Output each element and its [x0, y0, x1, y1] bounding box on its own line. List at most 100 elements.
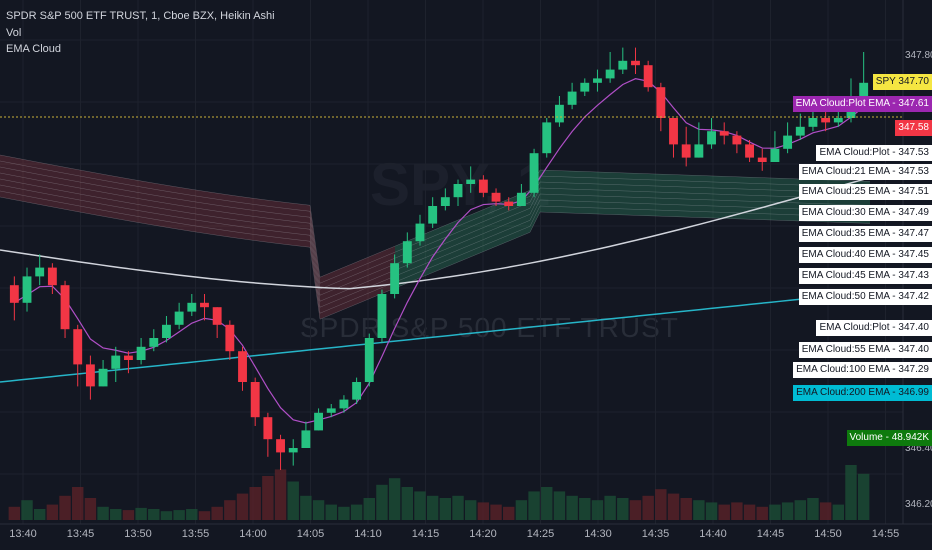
volume-bar	[515, 500, 528, 520]
ema-cloud-band	[395, 200, 870, 283]
ema-cloud-band	[395, 188, 870, 271]
candle-body	[732, 135, 742, 145]
volume-bar	[477, 502, 490, 520]
candle-body	[111, 355, 121, 369]
ema-cloud-band	[0, 191, 395, 320]
time-tick-label: 14:40	[699, 528, 727, 540]
volume-bar	[604, 495, 616, 520]
ema-cloud-line	[0, 190, 871, 314]
time-tick-label: 13:50	[124, 528, 152, 540]
ema-cloud-band	[395, 206, 870, 289]
ema-cloud-band	[0, 173, 395, 302]
price-tag: EMA Cloud:45 EMA - 347.43	[798, 268, 932, 284]
ema-cloud-legend[interactable]: EMA Cloud	[6, 43, 62, 55]
symbol-legend[interactable]: SPDR S&P 500 ETF TRUST, 1, Cboe BZX, Hei…	[6, 10, 275, 22]
volume-bar	[680, 498, 692, 520]
time-tick-label: 14:55	[871, 528, 900, 540]
candle-body	[162, 324, 171, 338]
candle-body	[187, 302, 197, 312]
price-tag: 347.58	[895, 120, 932, 136]
ema-cloud-line	[0, 184, 871, 308]
ema-cloud-band	[0, 179, 395, 308]
candle-body	[833, 118, 843, 123]
volume-bar	[667, 493, 680, 520]
volume-bar	[236, 493, 249, 520]
ema-cloud-band	[395, 170, 870, 253]
volume-bar	[503, 506, 515, 520]
candle-body	[364, 338, 374, 382]
volume-bar	[8, 506, 21, 520]
time-tick-label: 14:45	[756, 528, 785, 540]
candle-body	[288, 448, 298, 453]
candle-body	[402, 241, 412, 264]
candle-body	[631, 60, 640, 66]
candle-body	[22, 276, 32, 303]
candle-body	[352, 382, 362, 400]
volume-bar	[731, 502, 743, 520]
candle-body	[719, 131, 729, 136]
candle-body	[694, 144, 704, 158]
volume-bar	[325, 504, 337, 520]
candle-body	[149, 338, 159, 347]
volume-bar	[148, 509, 160, 520]
volume-legend[interactable]: Vol	[6, 26, 22, 39]
volume-bar	[173, 510, 185, 520]
volume-bar	[401, 487, 414, 520]
candle-body	[466, 179, 476, 184]
volume-bar	[135, 507, 147, 520]
ema-cloud-band	[395, 194, 870, 277]
time-tick-label: 14:50	[814, 528, 842, 540]
ema-cloud-band	[0, 185, 395, 314]
volume-bar	[300, 495, 312, 520]
volume-bar	[566, 495, 578, 520]
candle-body	[504, 201, 514, 206]
price-tag: EMA Cloud:Plot - 347.40	[816, 320, 932, 336]
candle-body	[516, 192, 526, 206]
volume-bar	[59, 495, 71, 520]
candle-body	[60, 285, 70, 330]
time-tick-label: 13:45	[66, 528, 95, 540]
price-tag: EMA Cloud:21 EMA - 347.53	[798, 164, 932, 180]
candle-body	[377, 294, 387, 338]
ema-cloud-line	[0, 196, 871, 320]
candle-body	[707, 131, 716, 145]
volume-bar	[274, 469, 287, 520]
time-tick-label: 14:25	[526, 528, 555, 540]
ema-200-line	[0, 291, 871, 383]
volume-bar	[249, 487, 261, 520]
volume-bar	[743, 504, 756, 520]
candle-body	[618, 60, 628, 70]
time-axis[interactable]: 13:40 13:45 13:50 13:55 14:00 14:05 14:10 14:15…	[0, 524, 932, 544]
time-tick-label: 14:30	[584, 528, 612, 540]
volume-bar	[97, 506, 109, 520]
candle-body	[770, 148, 780, 162]
candle-body	[301, 430, 311, 448]
price-tag: EMA Cloud:25 EMA - 347.51	[798, 184, 932, 200]
volume-bar	[46, 504, 59, 520]
volume-bar	[591, 500, 604, 520]
candle-body	[415, 223, 425, 242]
volume-bar	[857, 473, 870, 520]
volume-bar	[490, 504, 502, 520]
volume-bar	[350, 504, 363, 520]
volume-bar	[21, 500, 33, 520]
volume-bar	[198, 511, 211, 520]
ema-cloud-band	[395, 176, 870, 259]
volume-bar	[807, 498, 819, 520]
volume-bar	[528, 491, 540, 520]
candle-body	[314, 412, 324, 431]
price-tag: EMA Cloud:35 EMA - 347.47	[798, 226, 932, 242]
volume-bar	[705, 502, 718, 520]
candle-body	[263, 417, 273, 440]
volume-bar	[426, 495, 439, 520]
candle-body	[35, 267, 45, 277]
candle-body	[745, 144, 755, 158]
candle-body	[174, 311, 184, 325]
candle-body	[656, 87, 666, 118]
candle-body	[681, 144, 691, 158]
candle-body	[529, 153, 539, 193]
candle-body	[123, 355, 133, 360]
ema-cloud-line	[0, 166, 871, 290]
